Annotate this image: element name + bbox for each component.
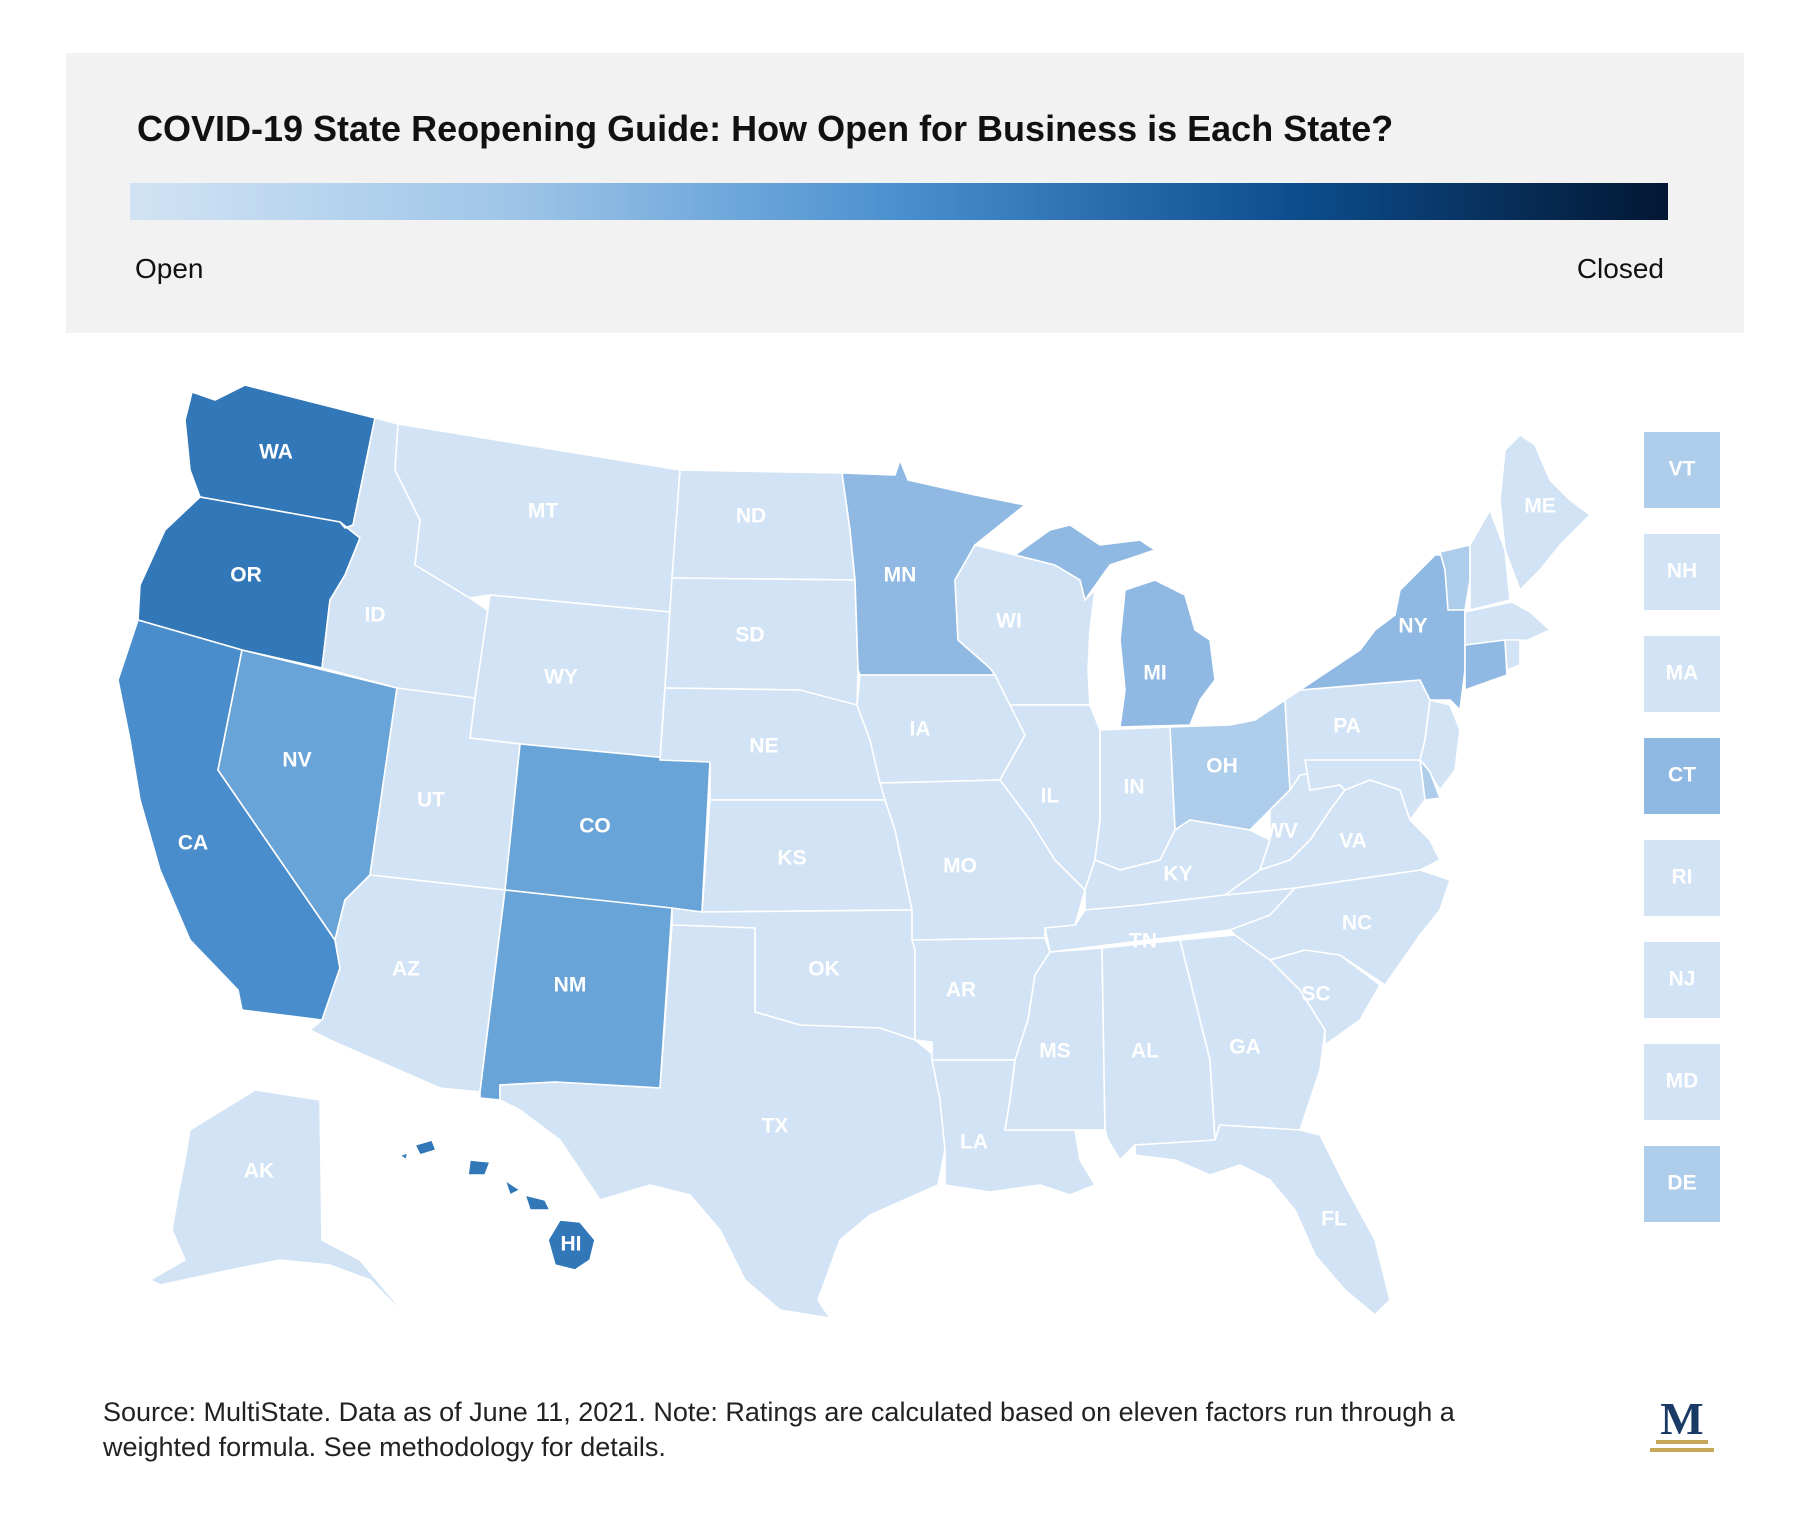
state-label-MT: MT <box>528 500 558 523</box>
small-state-square-CT[interactable] <box>1644 738 1720 814</box>
small-state-square-MA[interactable] <box>1644 636 1720 712</box>
state-label-IN: IN <box>1124 776 1145 799</box>
state-HI[interactable] <box>399 1139 596 1271</box>
state-label-KY: KY <box>1163 863 1192 886</box>
state-KS[interactable] <box>701 799 913 913</box>
state-label-WI: WI <box>996 610 1022 633</box>
small-state-label-NH: NH <box>1667 560 1697 583</box>
state-label-IL: IL <box>1041 785 1060 808</box>
state-ME[interactable] <box>1499 434 1591 591</box>
state-label-CO: CO <box>579 815 611 838</box>
small-state-square-NH[interactable] <box>1644 534 1720 610</box>
state-label-ID: ID <box>365 604 386 627</box>
small-state-label-MA: MA <box>1666 662 1699 685</box>
state-label-SC: SC <box>1301 983 1330 1006</box>
state-label-HI: HI <box>561 1233 582 1256</box>
state-MD-shape[interactable] <box>1304 759 1426 821</box>
small-state-square-RI[interactable] <box>1644 840 1720 916</box>
state-label-WV: WV <box>1264 820 1298 843</box>
state-CT-shape[interactable] <box>1464 639 1508 691</box>
state-labels: WA OR CA NV ID MT WY UT AZ CO NM ND SD NE KS OK TX MN IA MO… <box>178 441 1556 1256</box>
state-label-IA: IA <box>910 718 931 741</box>
small-state-label-NJ: NJ <box>1669 968 1696 991</box>
state-label-MS: MS <box>1039 1040 1071 1063</box>
state-TX[interactable] <box>499 924 946 1319</box>
small-state-label-DE: DE <box>1667 1172 1696 1195</box>
state-label-TN: TN <box>1129 930 1157 953</box>
state-label-MI: MI <box>1143 662 1166 685</box>
color-scale-gradient <box>130 183 1668 220</box>
state-label-WA: WA <box>259 441 293 464</box>
state-label-AK: AK <box>244 1160 274 1183</box>
legend-open-label: Open <box>135 253 204 284</box>
state-label-ME: ME <box>1524 495 1556 518</box>
logo-base-line-2 <box>1650 1448 1714 1452</box>
state-label-NY: NY <box>1398 615 1427 638</box>
state-label-SD: SD <box>735 624 764 647</box>
legend-header-panel: COVID-19 State Reopening Guide: How Open… <box>66 53 1744 333</box>
state-label-MN: MN <box>884 564 917 587</box>
state-IA[interactable] <box>856 674 1026 784</box>
state-MI[interactable] <box>1014 524 1216 728</box>
small-state-label-RI: RI <box>1672 866 1693 889</box>
state-label-VA: VA <box>1339 830 1367 853</box>
state-label-PA: PA <box>1333 715 1361 738</box>
small-state-label-VT: VT <box>1669 458 1696 481</box>
state-AK[interactable] <box>149 1089 403 1311</box>
state-label-AL: AL <box>1131 1040 1159 1063</box>
state-label-FL: FL <box>1321 1208 1347 1231</box>
state-label-OR: OR <box>230 564 262 587</box>
state-label-OK: OK <box>808 958 840 981</box>
logo-base-line-1 <box>1656 1440 1708 1444</box>
logo-letter: M <box>1660 1393 1703 1444</box>
state-label-OH: OH <box>1206 755 1238 778</box>
state-label-NE: NE <box>749 735 778 758</box>
state-label-GA: GA <box>1229 1036 1261 1059</box>
small-state-square-NJ[interactable] <box>1644 942 1720 1018</box>
small-state-square-DE[interactable] <box>1644 1146 1720 1222</box>
state-label-UT: UT <box>417 789 445 812</box>
state-NJ-shape[interactable] <box>1419 699 1461 791</box>
map-title: COVID-19 State Reopening Guide: How Open… <box>137 108 1394 149</box>
state-label-NV: NV <box>282 749 311 772</box>
state-label-WY: WY <box>544 666 578 689</box>
small-state-square-MD[interactable] <box>1644 1044 1720 1120</box>
state-label-NC: NC <box>1342 912 1372 935</box>
small-state-label-MD: MD <box>1666 1070 1699 1093</box>
state-label-NM: NM <box>554 974 587 997</box>
source-note: Source: MultiState. Data as of June 11, … <box>103 1397 1455 1462</box>
state-label-ND: ND <box>736 505 766 528</box>
state-label-TX: TX <box>762 1115 789 1138</box>
state-label-LA: LA <box>960 1131 988 1154</box>
multistate-logo: M <box>1650 1393 1714 1452</box>
legend-closed-label: Closed <box>1576 253 1664 284</box>
state-label-AZ: AZ <box>392 958 420 981</box>
state-label-CA: CA <box>178 832 208 855</box>
state-FL[interactable] <box>1134 1124 1391 1316</box>
small-state-label-CT: CT <box>1668 764 1696 787</box>
state-NH-shape[interactable] <box>1469 509 1511 611</box>
state-label-KS: KS <box>777 847 806 870</box>
state-label-MO: MO <box>943 855 977 878</box>
state-label-AR: AR <box>946 979 976 1002</box>
small-state-legend: VT NH MA CT RI NJ MD DE <box>1644 432 1720 1222</box>
small-state-square-VT[interactable] <box>1644 432 1720 508</box>
state-RI-shape[interactable] <box>1504 639 1521 671</box>
